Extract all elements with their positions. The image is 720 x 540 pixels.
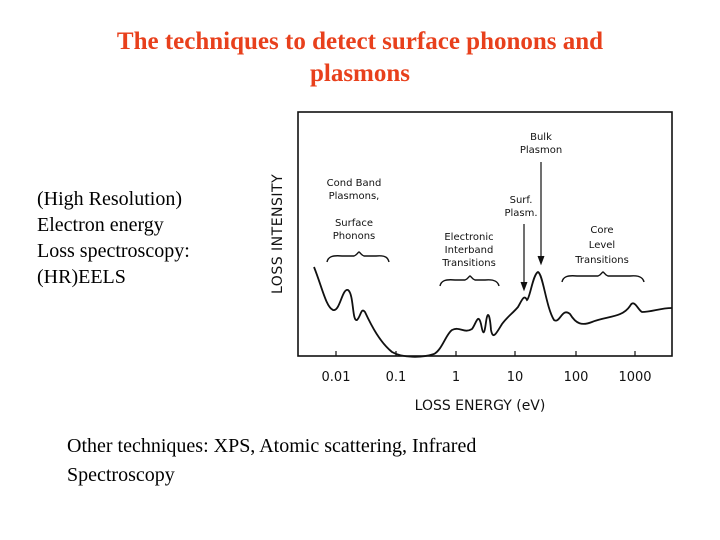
x-tick-labels: 0.01 0.1 1 10 100 1000: [322, 370, 652, 385]
plot-frame: [297, 111, 673, 357]
x-tick-0.01: 0.01: [322, 370, 351, 385]
brace-icon: [561, 271, 645, 283]
annotation-interband: Electronic Interband Transitions: [439, 232, 500, 287]
annotation-cond-band: Cond Band Plasmons, Surface Phonons: [326, 178, 390, 263]
title-line-1: The techniques to detect surface phonons…: [116, 28, 604, 55]
x-tick-1: 1: [452, 370, 460, 385]
description-line-4: (HR)EELS: [37, 266, 126, 288]
x-axis-label: LOSS ENERGY (eV): [415, 398, 546, 414]
slide-title: The techniques to detect surface phonons…: [0, 26, 720, 90]
title-line-2: plasmons: [309, 60, 411, 87]
y-axis-label: LOSS INTENSITY: [270, 174, 286, 294]
description-line-3: Loss spectroscopy:: [37, 240, 190, 262]
brace-icon: [439, 275, 500, 287]
x-tick-100: 100: [564, 370, 589, 385]
svg-text:Surf.Plasm.: Surf. Plasm.: [504, 195, 537, 219]
eels-spectrum-chart: LOSS INTENSITY 0.01 0.1 1 10 100 1000 LO…: [262, 102, 682, 422]
description-line-1: (High Resolution): [37, 188, 182, 210]
technique-description: (High Resolution) Electron energy Loss s…: [37, 186, 190, 290]
x-tick-10: 10: [507, 370, 524, 385]
x-tick-1000: 1000: [618, 370, 651, 385]
other-techniques: Other techniques: XPS, Atomic scattering…: [67, 432, 667, 490]
x-ticks: [335, 351, 636, 356]
annotation-bulk-plasmon: Bulk Plasmon: [520, 132, 562, 266]
annotation-core-level: Core Level Transitions: [561, 225, 645, 283]
other-techniques-line-1: Other techniques: XPS, Atomic scattering…: [67, 435, 477, 457]
spectrum-curve: [313, 266, 673, 358]
annotation-surf-plasmon: Surf. Plasm.: [504, 195, 538, 292]
description-line-2: Electron energy: [37, 214, 164, 236]
brace-icon: [326, 251, 390, 263]
x-tick-0.1: 0.1: [386, 370, 407, 385]
other-techniques-line-2: Spectroscopy: [67, 464, 175, 486]
